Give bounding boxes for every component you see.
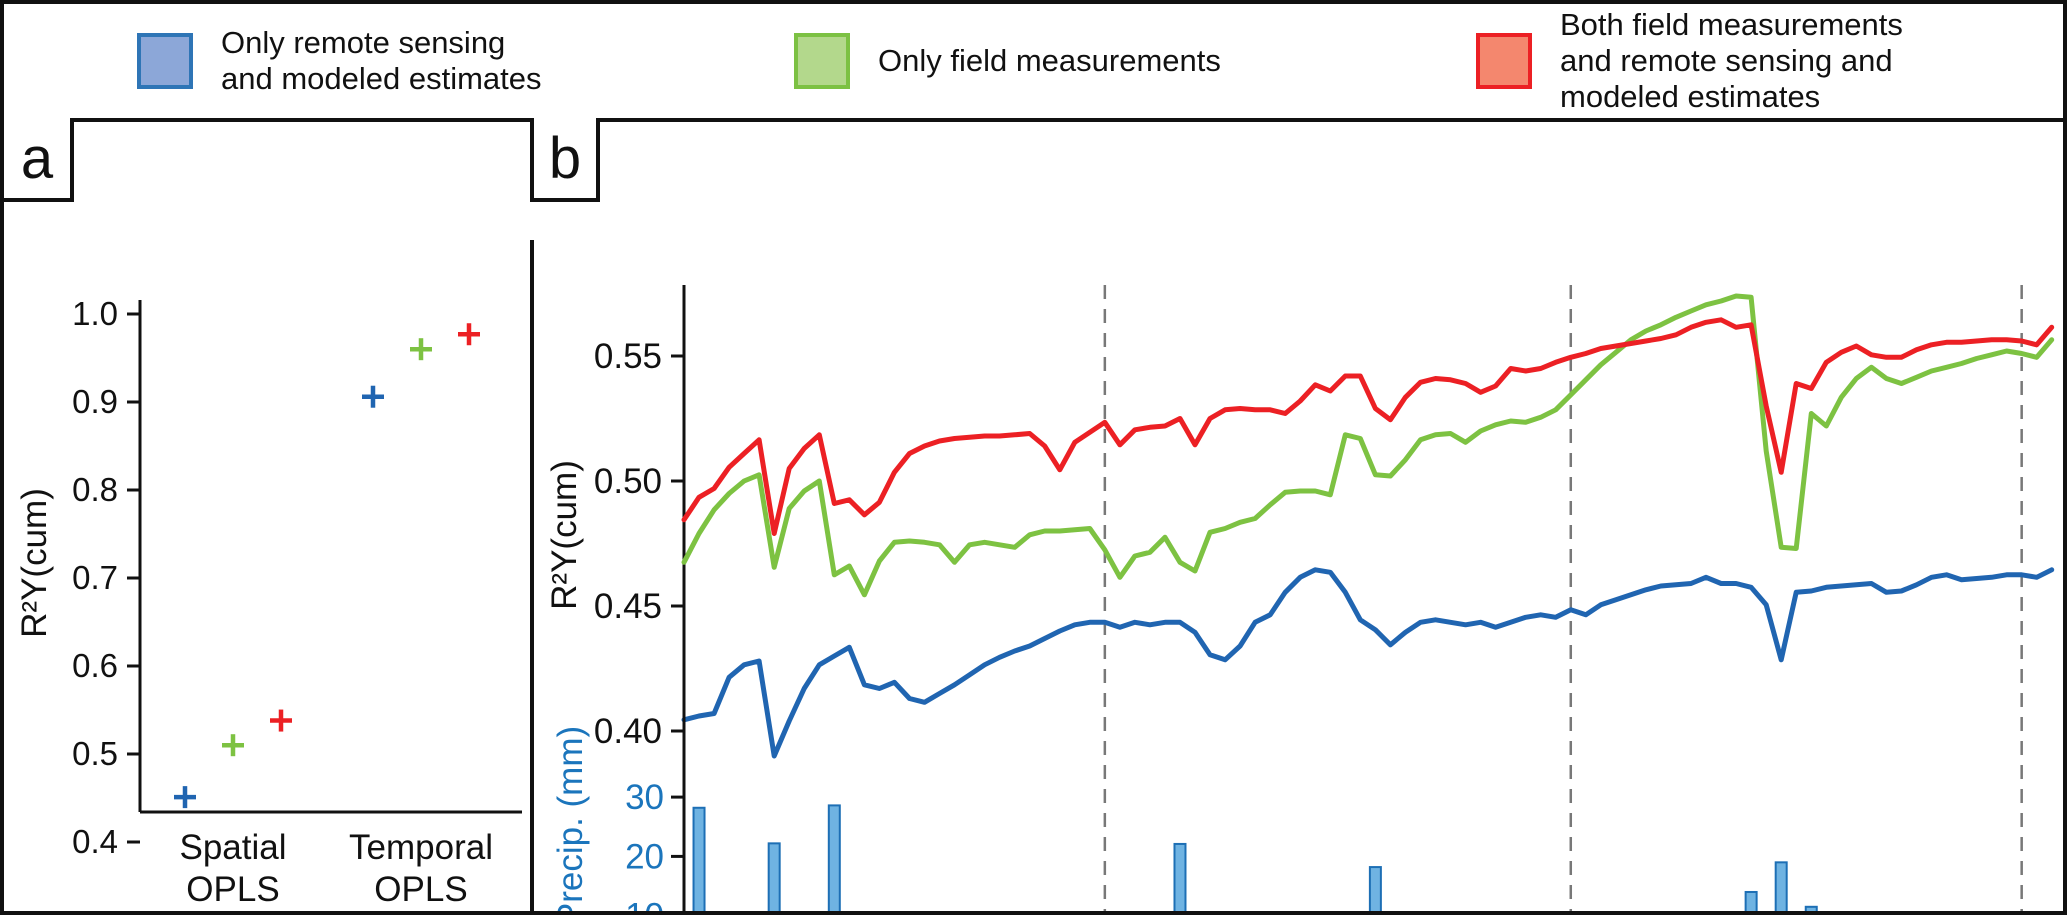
y-tick-label: 0.5 (72, 735, 118, 772)
plus-marker (458, 323, 480, 346)
legend: Only remote sensing and modeled estimate… (4, 4, 2063, 122)
precip-y-tick-label: 30 (625, 778, 664, 817)
x-category-label: Temporal OPLS (349, 828, 493, 909)
charts-area: 1.00.90.80.70.60.50.40.3R²Y(cum)SpatialO… (4, 122, 2063, 911)
y-tick-label: 0.6 (72, 647, 118, 684)
y-tick-label: 1.0 (72, 295, 118, 332)
legend-label-both: Both field measurements and remote sensi… (1560, 7, 1903, 114)
y-axis-title: R²Y(cum) (15, 488, 54, 638)
line-chart-y-tick-label: 0.50 (594, 462, 662, 501)
precip-y-tick-label: 10 (625, 897, 664, 915)
panel-b-label: b (530, 118, 600, 202)
precip-bar (1804, 905, 1818, 911)
remote-sensing-line (681, 567, 2055, 759)
precip-bar (827, 804, 841, 911)
y-tick-label: 0.7 (72, 559, 118, 596)
y-tick-label: 0.3 (72, 911, 118, 915)
field-measurements-line (681, 293, 2055, 598)
legend-swatch-field-measurements-icon (794, 33, 850, 89)
line-chart-y-axis-title: R²Y(cum) (545, 460, 584, 610)
panel-a-chart: 1.00.90.80.70.60.50.40.3R²Y(cum)SpatialO… (15, 295, 522, 915)
x-category-label-line: Temporal (349, 828, 493, 867)
plus-marker (270, 709, 292, 732)
precip-bar (1774, 861, 1788, 911)
precip-y-axis-title: Precip. (mm) (551, 726, 590, 915)
precip-bar (1368, 866, 1382, 911)
x-category-label-line: Spatial (179, 828, 286, 867)
line-chart-y-tick-label: 0.55 (594, 337, 662, 376)
precip-bar (767, 842, 781, 911)
y-tick-label: 0.9 (72, 383, 118, 420)
legend-item-remote-sensing: Only remote sensing and modeled estimate… (137, 4, 542, 118)
panel-a-label: a (4, 118, 74, 202)
precip-bar (692, 806, 706, 911)
panel-divider (530, 240, 534, 911)
legend-item-both: Both field measurements and remote sensi… (1476, 4, 1903, 118)
x-category-label-line: OPLS (374, 870, 467, 909)
legend-swatch-both-icon (1476, 33, 1532, 89)
precip-y-tick-label: 20 (625, 837, 664, 876)
both-combined-line (681, 317, 2055, 536)
x-category-label-line: OPLS (186, 870, 279, 909)
line-chart-y-tick-label: 0.45 (594, 587, 662, 626)
line-chart-y-tick-label: 0.40 (594, 712, 662, 751)
legend-label-remote-sensing: Only remote sensing and modeled estimate… (221, 25, 542, 96)
plus-marker (410, 338, 432, 361)
plus-marker (222, 734, 244, 757)
x-category-label: Spatial OPLS (179, 828, 286, 909)
plus-marker (174, 786, 196, 809)
y-tick-label: 0.8 (72, 471, 118, 508)
plus-marker (362, 385, 384, 408)
y-tick-label: 0.4 (72, 823, 118, 860)
precip-bar (1744, 890, 1758, 911)
legend-item-field-measurements: Only field measurements (794, 4, 1221, 118)
legend-label-field-measurements: Only field measurements (878, 43, 1221, 78)
precip-bar (1173, 842, 1187, 911)
legend-swatch-remote-sensing-icon (137, 33, 193, 89)
